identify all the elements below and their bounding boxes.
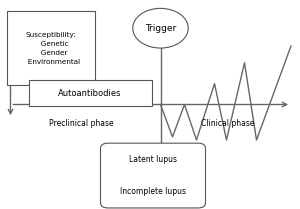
Text: Susceptibility:
   Genetic
   Gender
   Environmental: Susceptibility: Genetic Gender Environme…: [21, 32, 81, 65]
Text: Latent lupus

Incomplete lupus: Latent lupus Incomplete lupus: [120, 155, 186, 196]
Text: Clinical phase: Clinical phase: [201, 119, 255, 128]
FancyBboxPatch shape: [100, 143, 206, 208]
FancyBboxPatch shape: [28, 80, 152, 106]
Text: Trigger: Trigger: [145, 24, 176, 33]
FancyBboxPatch shape: [8, 11, 94, 85]
Ellipse shape: [133, 8, 188, 48]
Text: Autoantibodies: Autoantibodies: [58, 88, 122, 98]
Text: Preclinical phase: Preclinical phase: [49, 119, 113, 128]
